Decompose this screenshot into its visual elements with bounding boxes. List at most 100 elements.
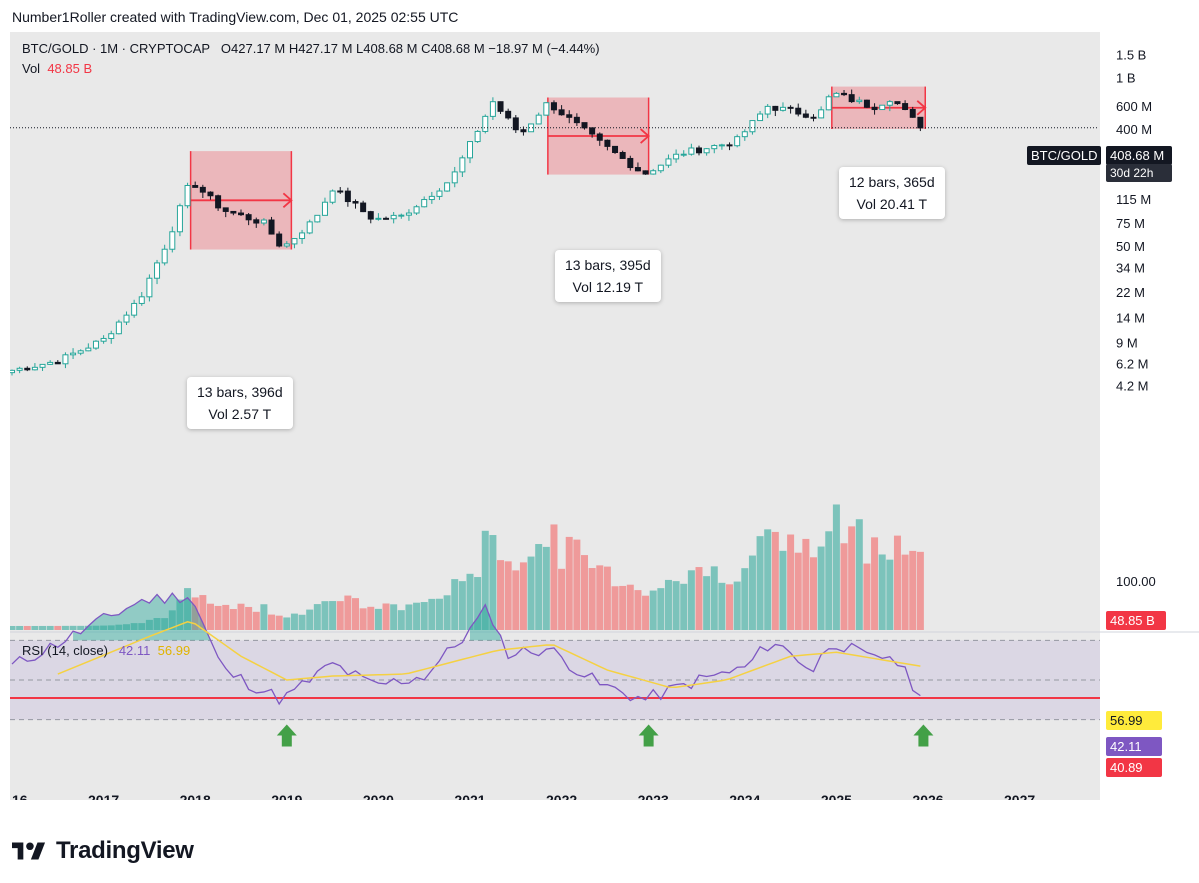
volume-bar	[168, 610, 176, 630]
candle-body	[604, 139, 611, 147]
candle-body	[268, 219, 275, 235]
volume-bar	[619, 585, 627, 630]
volume-bar	[878, 554, 886, 630]
candle-body	[192, 184, 199, 188]
candle-body	[77, 350, 84, 354]
volume-bar	[787, 534, 795, 630]
symbol-legend[interactable]: BTC/GOLD · 1M · CRYPTOCAP O427.17 M H427…	[22, 41, 600, 56]
countdown-tag: 30d 22h	[1106, 164, 1172, 182]
candle-body	[589, 127, 596, 135]
candle-body	[321, 201, 328, 216]
volume-bar	[542, 546, 550, 630]
volume-bar	[100, 625, 108, 630]
volume-bar	[222, 604, 230, 630]
range-callout-2-vol: Vol 12.19 T	[572, 279, 644, 295]
brand-name: TradingView	[56, 837, 194, 864]
volume-bar	[603, 566, 611, 630]
candle-body	[741, 131, 748, 138]
x-axis-tick: 2024	[729, 792, 760, 800]
volume-bar	[855, 519, 863, 630]
volume-bar	[199, 595, 207, 630]
candle-body	[520, 129, 527, 133]
candle-body	[100, 337, 107, 342]
candle-body	[154, 262, 161, 279]
volume-bar	[397, 610, 405, 630]
candle-body	[726, 144, 733, 147]
x-axis-tick: 2026	[912, 792, 943, 800]
volume-bar	[748, 555, 756, 630]
candle-body	[917, 116, 924, 129]
candle-body	[276, 233, 283, 247]
volume-bar	[565, 536, 573, 630]
candle-body	[352, 201, 359, 204]
volume-bar	[512, 570, 520, 630]
volume-value: 48.85 B	[47, 61, 93, 76]
candle-body	[833, 92, 840, 98]
volume-bar	[336, 601, 344, 630]
volume-bar	[54, 625, 62, 630]
volume-bar	[268, 614, 276, 630]
volume-bar	[46, 625, 54, 630]
volume-bar	[10, 625, 16, 630]
range-callout-1-bars: 13 bars, 396d	[197, 384, 283, 400]
candle-body	[627, 157, 634, 169]
volume-bar	[451, 579, 459, 630]
candle-body	[222, 207, 229, 212]
candle-body	[505, 110, 512, 119]
rsi-overbought-fill	[73, 593, 211, 641]
candle-body	[238, 212, 244, 216]
volume-bar	[77, 625, 85, 630]
volume-bar	[794, 552, 802, 630]
candle-body	[718, 144, 725, 147]
volume-bar	[359, 608, 367, 630]
volume-bar	[206, 603, 214, 630]
candle-body	[367, 211, 374, 220]
range-callout-1-vol: Vol 2.57 T	[208, 406, 272, 422]
candle-body	[841, 92, 848, 96]
candle-body	[54, 361, 61, 365]
candle-body	[306, 221, 313, 234]
volume-bar	[527, 556, 535, 630]
price-axis-tick: 50 M	[1116, 239, 1145, 254]
volume-bar	[31, 625, 39, 630]
buy-arrow-icon	[913, 724, 934, 747]
volume-bar	[779, 550, 787, 630]
volume-bar	[161, 618, 169, 630]
volume-bar	[130, 623, 138, 630]
x-axis-tick: 2018	[180, 792, 211, 800]
volume-bar	[367, 606, 375, 630]
volume-bar	[115, 624, 123, 630]
volume-bars	[10, 504, 924, 630]
volume-bar	[825, 531, 833, 630]
candle-body	[673, 153, 680, 160]
candle-body	[161, 248, 168, 264]
range-callout-2-bars: 13 bars, 395d	[565, 257, 651, 273]
volume-bar	[390, 604, 398, 630]
symbol-name: BTC/GOLD · 1M · CRYPTOCAP	[22, 41, 211, 56]
candle-body	[405, 212, 412, 216]
candle-body	[612, 145, 619, 153]
candle-body	[199, 186, 206, 193]
volume-bar	[443, 595, 451, 630]
candle-body	[398, 214, 405, 217]
volume-legend[interactable]: Vol 48.85 B	[22, 61, 92, 76]
candle-body	[497, 101, 504, 112]
candle-body	[795, 107, 802, 115]
price-axis-tick: 6.2 M	[1116, 357, 1149, 372]
volume-bar	[649, 590, 657, 630]
footer-branding: TradingView	[12, 836, 194, 866]
volume-bar	[413, 602, 421, 630]
price-axis-tick: 400 M	[1116, 122, 1152, 137]
price-axis-tick: 1.5 B	[1116, 48, 1146, 63]
candle-body	[108, 333, 115, 339]
volume-bar	[664, 579, 672, 630]
x-axis-tick: 16	[12, 792, 28, 800]
volume-bar	[588, 568, 596, 630]
rsi-legend[interactable]: RSI (14, close) 42.11 56.99	[22, 643, 190, 658]
range-callout-3-bars: 12 bars, 365d	[849, 174, 935, 190]
volume-bar	[634, 590, 642, 630]
candle-body	[810, 116, 817, 119]
volume-bar	[741, 568, 749, 630]
